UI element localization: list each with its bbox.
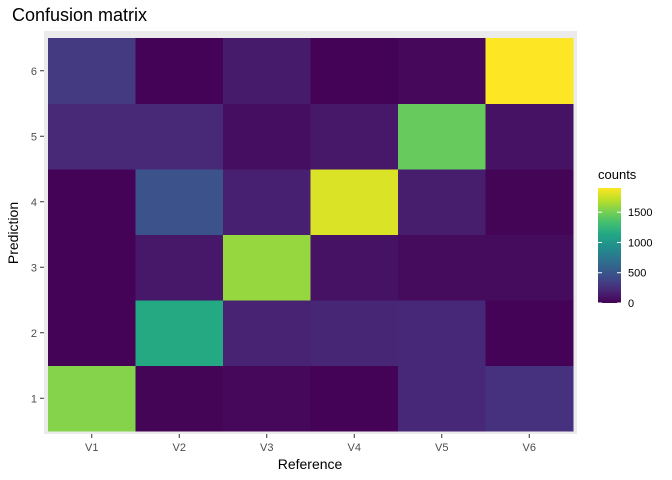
x-tick-label: V1 bbox=[85, 442, 98, 454]
heatmap-cell-V4-1 bbox=[310, 365, 399, 432]
x-axis: V1 V2 V3 V4 V5 V6 bbox=[85, 434, 536, 454]
x-tick-label: V4 bbox=[348, 442, 361, 454]
heatmap-cell-V6-4 bbox=[485, 169, 574, 235]
x-tick-label: V2 bbox=[173, 442, 186, 454]
heatmap-cell-V5-1 bbox=[398, 365, 486, 432]
legend-tick-label: 1000 bbox=[628, 237, 652, 249]
heatmap-cell-V2-3 bbox=[135, 234, 224, 301]
heatmap-cell-V1-5 bbox=[48, 103, 136, 170]
heatmap-cell-V2-2 bbox=[135, 300, 224, 366]
heatmap-cell-V2-1 bbox=[135, 365, 224, 432]
heatmap-cell-V5-4 bbox=[398, 169, 486, 235]
heatmap-cell-V1-4 bbox=[48, 169, 136, 235]
y-axis: 1 2 3 4 5 6 bbox=[31, 66, 44, 405]
heatmap-cell-V5-5 bbox=[398, 103, 486, 170]
heatmap-cell-V3-3 bbox=[223, 234, 311, 301]
heatmap-cell-V3-6 bbox=[223, 38, 311, 104]
x-axis-label: Reference bbox=[278, 456, 343, 472]
y-tick-label: 1 bbox=[31, 393, 37, 405]
x-tick-label: V6 bbox=[523, 442, 536, 454]
heatmap-cells bbox=[48, 38, 574, 432]
legend-tick-label: 0 bbox=[628, 298, 634, 310]
legend-tick-label: 500 bbox=[628, 268, 646, 280]
heatmap-cell-V4-3 bbox=[310, 234, 399, 301]
heatmap-cell-V6-1 bbox=[485, 365, 574, 432]
x-tick-label: V3 bbox=[260, 442, 273, 454]
heatmap-cell-V4-2 bbox=[310, 300, 399, 366]
heatmap-cell-V4-6 bbox=[310, 38, 399, 104]
chart-title: Confusion matrix bbox=[12, 5, 147, 25]
y-tick-label: 6 bbox=[31, 66, 37, 78]
heatmap-cell-V6-5 bbox=[485, 103, 574, 170]
heatmap-cell-V1-3 bbox=[48, 234, 136, 301]
heatmap-cell-V5-6 bbox=[398, 38, 486, 104]
legend-title: counts bbox=[598, 167, 637, 182]
legend-colorbar bbox=[598, 188, 621, 303]
heatmap-cell-V1-1 bbox=[48, 365, 136, 432]
heatmap-cell-V5-2 bbox=[398, 300, 486, 366]
heatmap-cell-V3-5 bbox=[223, 103, 311, 170]
heatmap-cell-V5-3 bbox=[398, 234, 486, 301]
heatmap-cell-V4-4 bbox=[310, 169, 399, 235]
heatmap-cell-V2-6 bbox=[135, 38, 224, 104]
heatmap-cell-V6-6 bbox=[485, 38, 574, 104]
heatmap-cell-V4-5 bbox=[310, 103, 399, 170]
heatmap-cell-V3-4 bbox=[223, 169, 311, 235]
heatmap-cell-V1-6 bbox=[48, 38, 136, 104]
legend-tick-label: 1500 bbox=[628, 207, 652, 219]
heatmap-cell-V3-2 bbox=[223, 300, 311, 366]
color-legend: counts 0 500 1000 1500 bbox=[598, 167, 652, 310]
heatmap-cell-V3-1 bbox=[223, 365, 311, 432]
heatmap-cell-V1-2 bbox=[48, 300, 136, 366]
heatmap-cell-V6-3 bbox=[485, 234, 574, 301]
y-axis-label: Prediction bbox=[5, 202, 21, 264]
heatmap-cell-V2-5 bbox=[135, 103, 224, 170]
y-tick-label: 4 bbox=[31, 197, 37, 209]
heatmap-cell-V2-4 bbox=[135, 169, 224, 235]
y-tick-label: 2 bbox=[31, 328, 37, 340]
y-tick-label: 3 bbox=[31, 262, 37, 274]
y-tick-label: 5 bbox=[31, 131, 37, 143]
x-tick-label: V5 bbox=[435, 442, 448, 454]
heatmap-cell-V6-2 bbox=[485, 300, 574, 366]
